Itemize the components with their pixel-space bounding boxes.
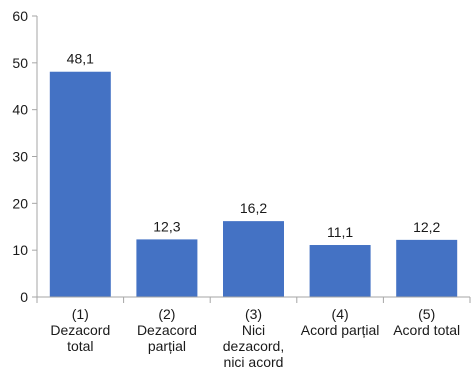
y-axis: 0 10 20 30 40 50 60 — [12, 8, 38, 305]
x-tick-label-line: (4) — [332, 306, 349, 322]
x-tick-label-line: dezacord, — [223, 338, 284, 354]
data-label: 12,2 — [413, 219, 440, 235]
x-tick-label-line: Acord total — [393, 322, 460, 338]
x-tick-label: (4) Acord parțial — [301, 306, 380, 338]
data-label: 12,3 — [153, 218, 180, 234]
y-tick-label: 30 — [12, 149, 28, 165]
bars: 48,1 12,3 16,2 11,1 12,2 — [49, 51, 458, 298]
bar — [396, 239, 458, 297]
x-tick-label-line: nici acord — [224, 354, 284, 370]
x-tick-label-line: (2) — [158, 306, 175, 322]
x-tick-label: (2) Dezacord parțial — [137, 306, 197, 354]
x-tick-label: (3) Nici dezacord, nici acord — [223, 306, 284, 370]
x-tick-label: (1) Dezacord total — [50, 306, 110, 354]
data-label: 11,1 — [327, 224, 353, 240]
y-tick-label: 20 — [12, 195, 28, 211]
x-tick-label-line: (5) — [418, 306, 435, 322]
x-tick-label-line: (1) — [72, 306, 89, 322]
y-tick-label: 10 — [12, 242, 28, 258]
x-tick-label-line: Acord parțial — [301, 322, 380, 338]
bar — [223, 221, 284, 297]
y-tick-label: 0 — [20, 289, 28, 305]
x-tick-label-line: (3) — [245, 306, 262, 322]
bar — [136, 239, 198, 297]
x-tick-label-line: total — [67, 338, 93, 354]
x-tick-label: (5) Acord total — [393, 306, 460, 338]
x-tick-label-line: Dezacord — [137, 322, 197, 338]
data-label: 48,1 — [67, 51, 94, 67]
data-label: 16,2 — [240, 200, 267, 216]
x-tick-label-line: Dezacord — [50, 322, 110, 338]
y-tick-label: 50 — [12, 55, 28, 71]
bar — [49, 71, 111, 298]
x-tick-label-line: Nici — [242, 322, 265, 338]
x-tick-label-line: parțial — [148, 338, 186, 354]
x-axis: (1) Dezacord total(2) Dezacord parțial(3) Nic… — [36, 296, 471, 370]
bar — [309, 245, 371, 297]
y-tick-label: 60 — [12, 8, 28, 24]
y-tick-label: 40 — [12, 102, 28, 118]
